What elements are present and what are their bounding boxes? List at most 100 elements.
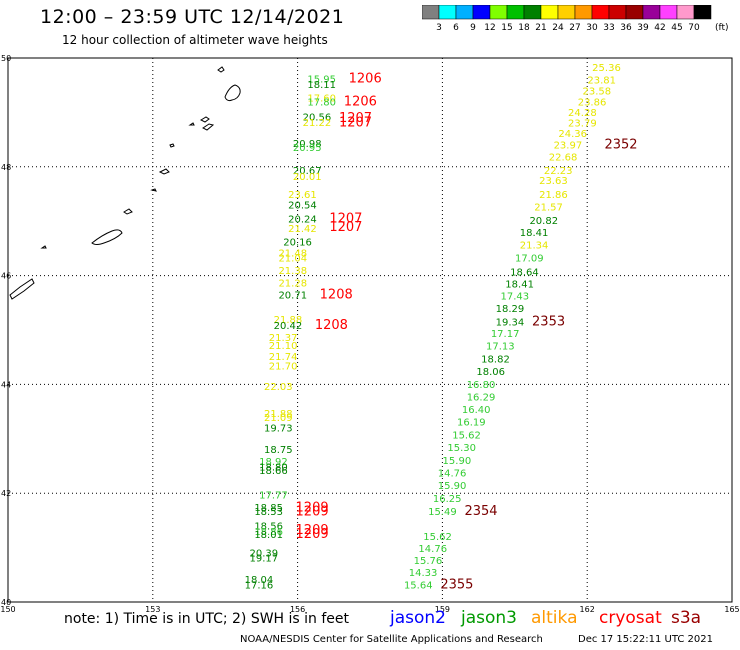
wave-height-label: 21.88 [264, 409, 293, 420]
wave-height-label: 21.37 [269, 333, 298, 344]
scale-tick-label: 33 [603, 23, 614, 33]
wave-height-label: 19.73 [264, 424, 293, 435]
lat-tick-label: 44 [1, 380, 11, 389]
wave-height-label: 15.30 [447, 443, 476, 454]
scale-tick-label: 6 [453, 23, 459, 33]
wave-height-label: 14.33 [409, 568, 438, 579]
wave-height-label: 24.36 [558, 129, 587, 140]
legend-item-cryosat: cryosat [599, 608, 662, 628]
lon-tick-label: 162 [580, 605, 595, 614]
time-label: 1207 [329, 220, 362, 235]
wave-height-label: 18.82 [481, 355, 510, 366]
generated-timestamp: Dec 17 15:22:11 UTC 2021 [578, 634, 713, 645]
wave-height-label: 20.24 [288, 214, 317, 225]
lat-tick-label: 50 [1, 54, 11, 63]
scale-tick-label: 15 [501, 23, 512, 33]
wave-height-label: 22.68 [549, 152, 578, 163]
wave-height-label: 18.41 [505, 280, 534, 291]
lat-tick-label: 46 [1, 272, 11, 281]
wave-height-label: 17.09 [515, 253, 544, 264]
scale-swatch [608, 5, 627, 20]
wave-height-label: 20.71 [278, 290, 307, 301]
wave-height-label: 21.86 [539, 190, 568, 201]
map-title: 12:00 – 23:59 UTC 12/14/2021 [40, 6, 345, 28]
wave-height-label: 21.10 [269, 341, 298, 352]
scale-tick-label: 12 [484, 23, 495, 33]
color-scale: 3 6 9 12 15 18 21 24 27 30 33 36 39 42 45 70 (ft) [422, 5, 729, 33]
wave-height-label: 21.04 [278, 253, 307, 264]
wave-height-label: 23.97 [554, 140, 583, 151]
wave-height-label: 20.54 [288, 201, 317, 212]
time-label: 1206 [349, 71, 382, 86]
wave-height-label: 18.66 [259, 466, 288, 477]
time-label: 1209 [296, 505, 329, 520]
scale-tick-label: 30 [586, 23, 598, 33]
time-label: 2355 [440, 577, 473, 592]
scale-swatch [574, 5, 593, 20]
time-label: 1207 [339, 111, 372, 126]
scale-swatch [489, 5, 508, 20]
wave-height-label: 25.36 [592, 63, 621, 74]
scale-swatch [422, 5, 440, 20]
note: note: 1) Time is in UTC; 2) SWH is in fe… [64, 611, 350, 627]
wave-height-label: 21.74 [269, 352, 298, 363]
time-label: 1209 [296, 527, 329, 542]
wave-height-label: 19.34 [496, 318, 525, 329]
lat-tick-label: 40 [1, 598, 11, 607]
scale-tick-label: 39 [637, 23, 649, 33]
wave-height-label: 15.62 [423, 532, 452, 543]
scale-swatch [438, 5, 457, 20]
wave-height-label: 16.19 [457, 418, 486, 429]
wave-height-label: 21.57 [534, 202, 563, 213]
wave-height-label: 15.76 [414, 556, 443, 567]
scale-tick-label: 21 [535, 23, 546, 33]
lon-tick-label: 150 [0, 605, 15, 614]
wave-height-label: 16.25 [433, 494, 462, 505]
scale-swatch [676, 5, 695, 20]
wave-height-label: 15.95 [307, 74, 336, 85]
wave-height-label: 15.90 [443, 456, 472, 467]
time-label: 1209 [296, 523, 329, 538]
scale-swatch [506, 5, 525, 20]
wave-height-label: 15.90 [438, 481, 467, 492]
wave-height-label: 21.09 [264, 413, 293, 424]
wave-height-label: 14.76 [438, 468, 467, 479]
wave-height-label: 20.42 [274, 321, 303, 332]
wave-height-label: 18.29 [496, 304, 525, 315]
scale-unit-label: (ft) [715, 23, 729, 33]
wave-height-label: 19.17 [249, 554, 278, 565]
wave-height-label: 20.01 [293, 172, 322, 183]
legend-item-jason3: jason3 [461, 608, 517, 628]
wave-height-label: 18.11 [307, 80, 336, 91]
wave-height-label: 21.38 [278, 266, 307, 277]
wave-height-label: 20.95 [293, 143, 322, 154]
wave-height-label: 22.03 [264, 382, 293, 393]
wave-height-label: 21.70 [269, 362, 298, 373]
scale-tick-label: 18 [518, 23, 530, 33]
wave-height-label: 16.80 [467, 380, 496, 391]
wave-height-label: 21.22 [303, 118, 332, 129]
time-label: 1206 [344, 94, 377, 109]
time-label: 2354 [464, 504, 497, 519]
scale-swatch [540, 5, 559, 20]
scale-tick-label: 70 [688, 23, 700, 33]
wave-height-label: 15.62 [452, 430, 481, 441]
wave-height-label: 23.63 [539, 176, 568, 187]
wave-height-label: 17.16 [245, 580, 274, 591]
time-label: 1207 [329, 211, 362, 226]
scale-tick-label: 45 [671, 23, 682, 33]
credit: NOAA/NESDIS Center for Satellite Applica… [240, 634, 543, 645]
wave-height-label: 18.80 [259, 462, 288, 473]
scale-swatch [591, 5, 610, 20]
scale-swatch [642, 5, 661, 20]
wave-height-label: 17.13 [486, 342, 515, 353]
wave-height-label: 23.79 [568, 119, 597, 130]
wave-height-label: 20.67 [293, 166, 322, 177]
wave-height-label: 16.40 [462, 405, 491, 416]
wave-height-label: 18.01 [254, 530, 283, 541]
wave-height-label: 18.41 [520, 228, 549, 239]
scale-swatch [472, 5, 491, 20]
time-label: 1208 [320, 287, 353, 302]
wave-height-label: 15.49 [428, 507, 457, 518]
scale-swatch [455, 5, 474, 20]
